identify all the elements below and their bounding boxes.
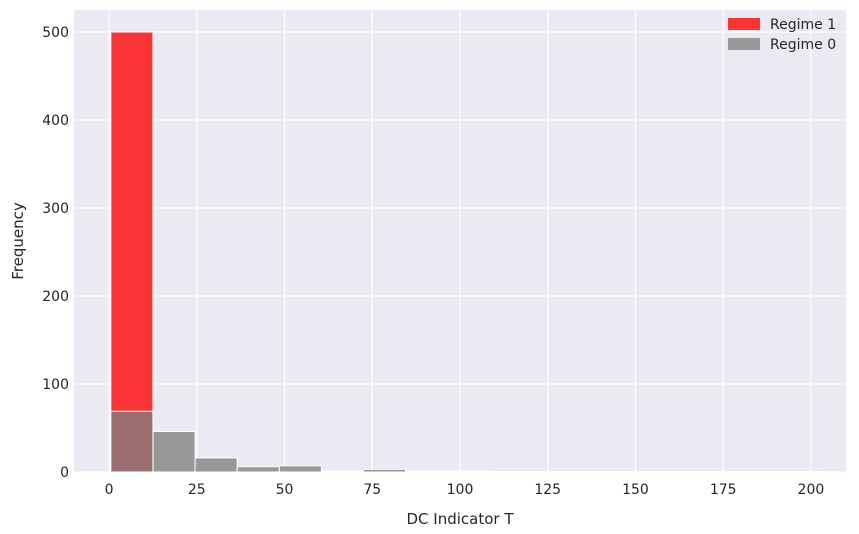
bar-regime-0-2 [194, 457, 238, 473]
bars [110, 31, 828, 473]
x-tick-label-8: 200 [798, 482, 825, 498]
y-tick-labels: 0 100 200 300 400 500 [42, 25, 69, 481]
x-tick-label-5: 125 [534, 482, 561, 498]
legend-swatch-1 [728, 38, 760, 50]
y-tick-label-0: 0 [60, 465, 69, 481]
bar-regime-0-1 [152, 431, 196, 473]
bar-regime-0-3 [236, 466, 280, 473]
bar-regime-0-0 [110, 410, 154, 473]
y-axis-label: Frequency [9, 202, 27, 280]
x-tick-label-0: 0 [105, 482, 114, 498]
legend-label-1: Regime 0 [770, 37, 836, 53]
x-tick-label-2: 50 [276, 482, 294, 498]
x-tick-label-4: 100 [447, 482, 474, 498]
bar-regime-0-4 [278, 465, 322, 473]
bar-regime-1-0 [110, 31, 154, 473]
x-tick-label-3: 75 [363, 482, 381, 498]
y-tick-label-5: 500 [42, 25, 69, 41]
y-tick-label-4: 400 [42, 113, 69, 129]
bar-regime-0-6 [363, 468, 407, 473]
legend: Regime 1 Regime 0 [728, 17, 836, 53]
x-tick-label-1: 25 [188, 482, 206, 498]
x-axis-label: DC Indicator T [406, 510, 514, 528]
legend-label-0: Regime 1 [770, 17, 836, 33]
x-tick-labels: 0 25 50 75 100 125 150 175 200 [105, 482, 825, 498]
x-tick-label-6: 150 [622, 482, 649, 498]
x-tick-label-7: 175 [710, 482, 737, 498]
y-tick-label-2: 200 [42, 289, 69, 305]
bar-regime-0-8 [447, 470, 491, 473]
y-tick-label-1: 100 [42, 377, 69, 393]
bar-regime-0-5 [320, 470, 364, 473]
bar-regime-0-7 [405, 470, 449, 473]
legend-swatch-0 [728, 18, 760, 30]
y-tick-label-3: 300 [42, 201, 69, 217]
